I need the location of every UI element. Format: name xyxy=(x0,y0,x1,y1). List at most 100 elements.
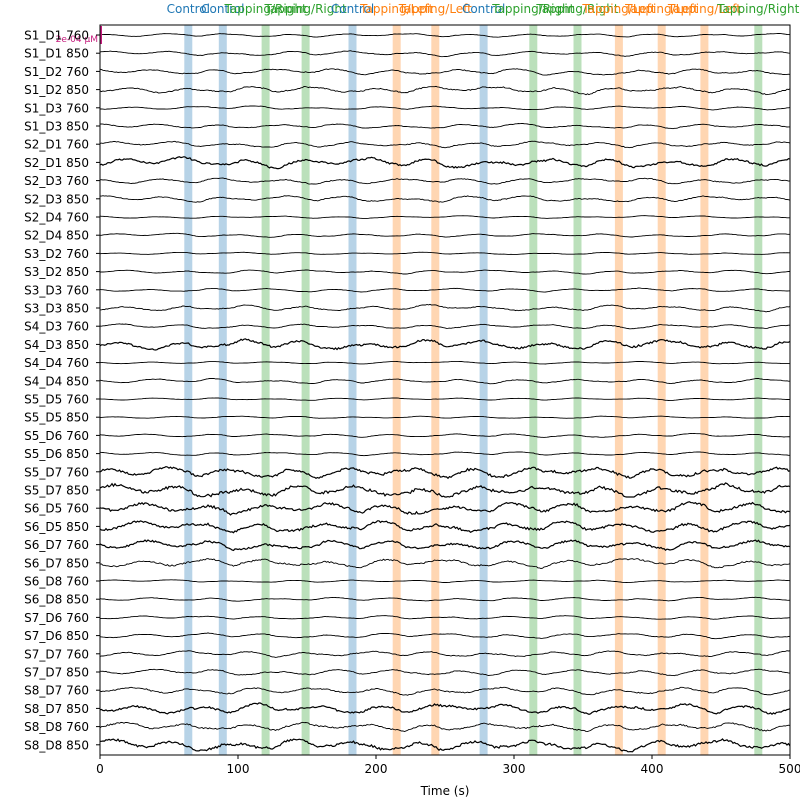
channel-label: S2_D1 850 xyxy=(24,156,89,170)
event-label: Tapping/Left xyxy=(581,2,655,16)
plot-frame xyxy=(99,24,791,756)
trace-s7_d6-850 xyxy=(99,632,791,640)
event-band-1 xyxy=(218,25,227,755)
channel-label: S7_D6 850 xyxy=(24,629,89,643)
trace-s1_d2-760 xyxy=(99,68,791,76)
channel-label: S8_D8 850 xyxy=(24,738,89,752)
channel-label: S2_D1 760 xyxy=(24,138,89,152)
trace-s4_d4-760 xyxy=(100,360,791,365)
trace-s5_d7-760 xyxy=(99,465,791,480)
trace-s5_d5-850 xyxy=(99,415,791,419)
trace-s8_d8-760 xyxy=(99,721,791,733)
x-tick-label: 300 xyxy=(503,762,526,776)
trace-s2_d1-850 xyxy=(99,156,791,170)
x-tick-label: 400 xyxy=(641,762,664,776)
scale-bar: 2e-04 µM xyxy=(56,26,102,45)
channel-label: S5_D5 850 xyxy=(24,411,89,425)
channel-label: S6_D5 850 xyxy=(24,520,89,534)
event-label: Tapping/Left xyxy=(667,2,741,16)
trace-s6_d5-850 xyxy=(99,520,791,534)
channel-label: S6_D7 760 xyxy=(24,538,89,552)
trace-s2_d3-850 xyxy=(100,195,791,203)
trace-s8_d8-850 xyxy=(99,738,791,753)
trace-s8_d7-760 xyxy=(99,686,791,696)
trace-s3_d3-760 xyxy=(99,287,791,293)
trace-s2_d4-850 xyxy=(100,232,790,238)
trace-s5_d7-850 xyxy=(99,482,791,498)
event-band-9 xyxy=(573,25,582,755)
event-label: Control xyxy=(331,2,374,16)
channel-label: S2_D3 850 xyxy=(24,192,89,206)
channel-label: S3_D3 850 xyxy=(24,302,89,316)
channel-label: S4_D3 760 xyxy=(24,320,89,334)
x-tick-label: 500 xyxy=(779,762,800,776)
event-label: Control xyxy=(167,2,210,16)
channel-label: S5_D7 760 xyxy=(24,465,89,479)
channel-labels: S1_D1 760 S1_D1 850 S1_D2 760 S1_D2 850 S1_D… xyxy=(24,29,100,752)
trace-s4_d4-850 xyxy=(99,378,790,385)
trace-s5_d6-760 xyxy=(99,432,791,438)
channel-traces xyxy=(99,32,791,753)
trace-s1_d1-850 xyxy=(99,50,791,58)
event-band-11 xyxy=(657,25,666,755)
trace-s2_d3-760 xyxy=(99,177,791,185)
event-band-10 xyxy=(614,25,623,755)
channel-label: S7_D7 760 xyxy=(24,647,89,661)
event-label: Control xyxy=(201,2,244,16)
channel-label: S1_D1 850 xyxy=(24,47,89,61)
channel-label: S8_D8 760 xyxy=(24,720,89,734)
channel-label: S5_D6 760 xyxy=(24,429,89,443)
event-label: Tapping/Left xyxy=(359,2,433,16)
trace-s6_d7-850 xyxy=(99,558,791,569)
trace-s3_d2-850 xyxy=(99,269,790,275)
trace-s3_d3-850 xyxy=(99,303,791,313)
event-label: Tapping/Right xyxy=(716,2,799,16)
trace-s7_d7-850 xyxy=(99,668,791,677)
trace-s8_d7-850 xyxy=(99,702,791,715)
event-label: Control xyxy=(462,2,505,16)
event-label: Tapping/Right xyxy=(264,2,347,16)
channel-label: S2_D3 760 xyxy=(24,174,89,188)
channel-label: S6_D8 850 xyxy=(24,593,89,607)
trace-s1_d2-850 xyxy=(99,85,791,96)
trace-s4_d3-850 xyxy=(99,338,791,351)
trace-s6_d7-760 xyxy=(99,539,791,552)
event-bands xyxy=(184,25,763,755)
channel-label: S4_D3 850 xyxy=(24,338,89,352)
channel-label: S7_D7 850 xyxy=(24,666,89,680)
scale-bar-label: 2e-04 µM xyxy=(56,35,98,45)
channel-label: S3_D2 760 xyxy=(24,247,89,261)
x-tick-label: 0 xyxy=(96,762,104,776)
trace-s2_d4-760 xyxy=(99,215,790,219)
x-axis: 0 100 200 300 400 500 xyxy=(96,755,800,776)
channel-label: S8_D7 850 xyxy=(24,702,89,716)
trace-s7_d6-760 xyxy=(100,615,791,620)
trace-s1_d3-760 xyxy=(100,105,791,111)
event-band-6 xyxy=(431,25,440,755)
event-band-13 xyxy=(754,25,763,755)
event-labels: ControlControlTapping/RightTapping/Right… xyxy=(167,2,800,16)
channel-label: S1_D2 850 xyxy=(24,83,89,97)
event-band-12 xyxy=(700,25,709,755)
trace-s1_d1-760 xyxy=(99,32,791,38)
event-label: Tapping/Right xyxy=(535,2,618,16)
channel-label: S5_D5 760 xyxy=(24,393,89,407)
trace-s6_d5-760 xyxy=(99,501,791,516)
trace-s7_d7-760 xyxy=(99,650,791,658)
event-band-8 xyxy=(529,25,538,755)
trace-s3_d2-760 xyxy=(99,251,790,255)
event-label: Tapping/Left xyxy=(398,2,472,16)
channel-label: S1_D3 850 xyxy=(24,120,89,134)
channel-label: S8_D7 760 xyxy=(24,684,89,698)
event-band-2 xyxy=(261,25,270,755)
trace-s5_d5-760 xyxy=(99,397,791,401)
x-tick-label: 200 xyxy=(365,762,388,776)
trace-s1_d3-850 xyxy=(99,122,790,130)
event-band-4 xyxy=(348,25,357,755)
channel-label: S6_D8 760 xyxy=(24,575,89,589)
trace-s5_d6-850 xyxy=(99,451,790,457)
channel-label: S5_D6 850 xyxy=(24,447,89,461)
event-band-7 xyxy=(479,25,488,755)
channel-label: S3_D3 760 xyxy=(24,283,89,297)
channel-label: S4_D4 850 xyxy=(24,374,89,388)
